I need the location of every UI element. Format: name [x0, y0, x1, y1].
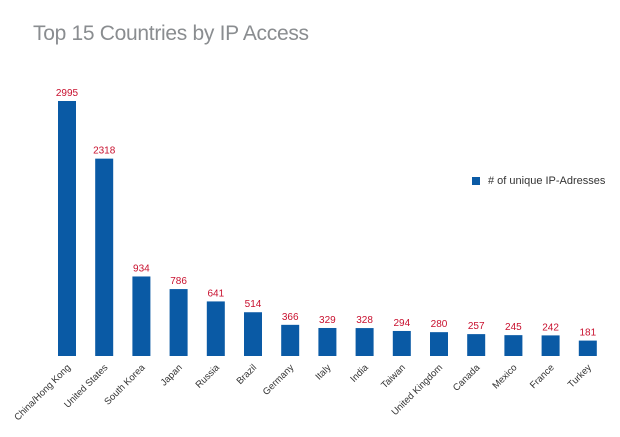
x-tick-label: Turkey [566, 362, 594, 390]
bar [95, 158, 114, 356]
data-label: 786 [170, 276, 187, 287]
x-tick-label: South Korea [102, 362, 148, 408]
x-tick-label: Italy [313, 362, 333, 382]
x-tick-label: Japan [159, 362, 185, 388]
bar [132, 276, 151, 356]
data-label: 2318 [93, 146, 116, 157]
x-tick-label: Brazil [235, 362, 260, 387]
bar [430, 332, 448, 356]
x-tick-label: Taiwan [379, 362, 408, 391]
data-label: 242 [542, 322, 559, 333]
data-label: 280 [431, 319, 448, 330]
data-label: 2995 [56, 88, 79, 99]
data-label: 328 [356, 315, 373, 326]
data-label: 934 [133, 263, 150, 274]
bar [206, 301, 225, 356]
bar [318, 327, 337, 356]
x-tick-label: India [348, 362, 371, 385]
x-tick-label: Mexico [490, 362, 519, 391]
legend: # of unique IP-Adresses [472, 175, 605, 187]
x-tick-label: France [528, 362, 557, 391]
data-label: 257 [468, 321, 485, 332]
x-tick-label: China/Hong Kong [12, 362, 73, 423]
bar [244, 312, 262, 356]
bar [281, 324, 300, 356]
bar [58, 101, 76, 356]
bar [355, 328, 374, 356]
data-label: 514 [245, 299, 262, 310]
bar [169, 289, 188, 356]
bar [467, 334, 486, 356]
bar [504, 335, 523, 356]
chart-title: Top 15 Countries by IP Access [33, 22, 309, 45]
data-label: 181 [579, 328, 596, 339]
bar [392, 330, 411, 356]
data-label: 329 [319, 315, 336, 326]
data-label: 641 [207, 288, 224, 299]
bar [578, 340, 597, 356]
data-label: 366 [282, 312, 299, 323]
legend-label: # of unique IP-Adresses [488, 175, 606, 187]
x-tick-label: Russia [194, 362, 223, 391]
bar [541, 335, 560, 356]
data-label: 294 [393, 318, 410, 329]
x-tick-label: Canada [451, 362, 483, 394]
data-label: 245 [505, 322, 522, 333]
legend-swatch [472, 177, 480, 185]
x-tick-label: Germany [261, 362, 297, 398]
